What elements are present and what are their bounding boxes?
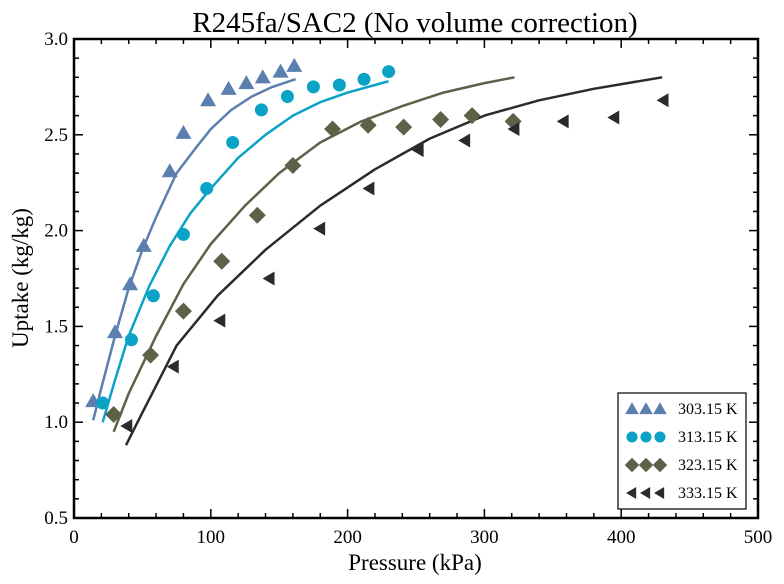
data-point-series-3 <box>432 110 450 128</box>
data-point-series-1 <box>272 63 289 78</box>
legend-marker <box>654 431 666 443</box>
data-point-series-1 <box>161 163 178 178</box>
data-point-series-3 <box>105 406 123 424</box>
legend-label: 323.15 K <box>678 457 738 474</box>
legend-marker <box>652 457 668 473</box>
legend-marker <box>653 402 667 415</box>
data-point-series-4 <box>213 313 226 328</box>
data-point-series-4 <box>120 419 133 434</box>
data-point-series-2 <box>226 135 240 149</box>
data-point-series-4 <box>556 114 569 129</box>
legend-marker <box>639 402 653 415</box>
data-point-series-4 <box>656 93 669 108</box>
legend-marker <box>625 402 639 415</box>
data-point-series-1 <box>122 276 139 291</box>
data-point-series-1 <box>175 124 192 139</box>
data-point-series-4 <box>458 133 471 148</box>
y-tick-label: 1.5 <box>44 316 68 337</box>
data-point-series-1 <box>286 57 303 72</box>
x-tick-label: 500 <box>744 527 773 548</box>
data-point-series-3 <box>248 206 266 224</box>
data-point-series-2 <box>357 72 371 86</box>
y-tick-label: 3.0 <box>44 29 68 50</box>
data-point-series-2 <box>280 89 294 103</box>
data-point-series-2 <box>382 65 396 79</box>
legend-marker <box>638 457 654 473</box>
legend-marker <box>654 487 665 499</box>
data-point-series-3 <box>174 302 192 320</box>
x-tick-label: 100 <box>197 527 226 548</box>
data-point-series-2 <box>124 333 138 347</box>
y-tick-label: 2.0 <box>44 221 68 242</box>
data-point-series-4 <box>166 359 179 374</box>
data-point-series-2 <box>200 181 214 195</box>
x-tick-label: 300 <box>470 527 499 548</box>
data-point-series-3 <box>213 252 231 270</box>
legend-marker <box>626 431 638 443</box>
chart-title: R245fa/SAC2 (No volume correction) <box>192 7 637 39</box>
legend-box <box>617 392 747 510</box>
data-point-series-4 <box>507 122 520 137</box>
legend-marker <box>640 431 652 443</box>
legend-label: 333.15 K <box>678 485 738 502</box>
legend-label: 313.15 K <box>678 429 738 446</box>
data-point-series-2 <box>254 103 268 117</box>
x-tick-label: 0 <box>69 527 79 548</box>
legend-label: 303.15 K <box>678 401 738 418</box>
fit-lines <box>91 76 663 446</box>
data-point-series-1 <box>200 92 217 107</box>
data-point-series-3 <box>395 118 413 136</box>
data-point-series-2 <box>332 78 346 92</box>
legend: 303.15 K 313.15 K 323.15 K 333.15 K <box>617 392 747 510</box>
data-point-series-1 <box>254 69 271 84</box>
data-point-series-3 <box>284 156 302 174</box>
data-point-series-3 <box>142 346 160 364</box>
data-point-series-1 <box>135 237 152 252</box>
data-point-series-4 <box>607 110 620 125</box>
axis-ticks: 0 100 200 300 400 500 0.5 1.0 1.5 2.0 2.5 3.0 <box>44 29 772 548</box>
data-points <box>85 57 669 434</box>
legend-marker <box>626 487 637 499</box>
y-axis-label: Uptake (kg/kg) <box>8 208 33 348</box>
data-point-series-4 <box>362 181 375 196</box>
data-point-series-2 <box>146 289 160 303</box>
data-point-series-4 <box>411 143 424 158</box>
data-point-series-1 <box>107 324 124 339</box>
data-point-series-3 <box>359 116 377 134</box>
data-point-series-4 <box>313 221 326 236</box>
plot-frame <box>72 37 760 520</box>
data-point-series-4 <box>262 271 275 286</box>
x-axis-label: Pressure (kPa) <box>348 550 482 575</box>
data-point-series-2 <box>306 80 320 94</box>
fit-line-series-3 <box>112 76 515 433</box>
data-point-series-3 <box>463 107 481 125</box>
data-point-series-2 <box>176 227 190 241</box>
y-tick-label: 0.5 <box>44 508 68 529</box>
data-point-series-2 <box>96 396 110 410</box>
legend-marker <box>624 457 640 473</box>
y-tick-label: 1.0 <box>44 412 68 433</box>
legend-marker <box>640 487 651 499</box>
x-tick-label: 200 <box>333 527 362 548</box>
x-tick-label: 400 <box>607 527 636 548</box>
y-tick-label: 2.5 <box>44 125 68 146</box>
fit-line-series-4 <box>124 76 663 446</box>
data-point-series-3 <box>324 120 342 138</box>
data-point-series-1 <box>220 80 237 95</box>
data-point-series-1 <box>238 75 255 90</box>
